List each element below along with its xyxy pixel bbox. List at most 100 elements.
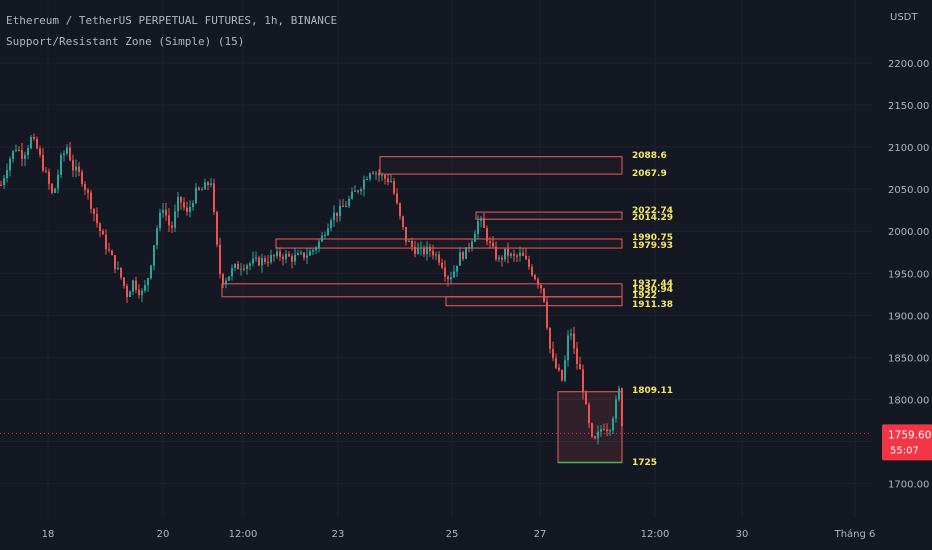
candles — [0, 133, 623, 445]
candle-body — [327, 228, 329, 236]
candle-body — [381, 175, 383, 177]
candle-body — [6, 170, 8, 179]
candle-body — [60, 155, 62, 175]
candle-body — [333, 212, 335, 221]
candle-body — [81, 171, 83, 184]
candle-body — [36, 138, 38, 149]
candle-body — [525, 255, 527, 260]
candle-body — [318, 241, 320, 248]
candle-body — [249, 263, 251, 266]
candle-body — [579, 364, 581, 370]
candle-body — [195, 187, 197, 204]
candle-body — [171, 225, 173, 228]
candle-body — [213, 183, 215, 212]
candle-body — [258, 257, 260, 266]
candle-body — [27, 148, 29, 156]
candle-body — [117, 267, 119, 270]
price-tick-label: 2200.00 — [888, 59, 929, 70]
candle-body — [219, 244, 221, 275]
candle-body — [210, 183, 212, 186]
candle-body — [261, 258, 263, 266]
currency-label[interactable]: USDT — [890, 12, 918, 23]
time-tick-label: 12:00 — [641, 529, 670, 540]
candle-body — [252, 258, 254, 264]
candle-body — [51, 183, 53, 193]
zone-price-label: 1725 — [632, 458, 657, 468]
candle-body — [240, 268, 242, 270]
time-tick-label: 27 — [534, 529, 547, 540]
candle-body — [546, 301, 548, 328]
candle-body — [15, 149, 17, 151]
sr-zone-box — [275, 238, 623, 249]
candle-body — [246, 265, 248, 270]
candle-body — [471, 241, 473, 248]
candle-body — [513, 253, 515, 256]
candle-body — [498, 257, 500, 260]
candle-body — [309, 251, 311, 256]
candle-body — [24, 155, 26, 159]
candle-body — [474, 233, 476, 242]
price-tick-label: 1900.00 — [888, 311, 929, 322]
candle-body — [408, 240, 410, 242]
candle-body — [330, 220, 332, 229]
candle-body — [594, 436, 596, 439]
candle-body — [48, 171, 50, 184]
grid — [0, 0, 872, 518]
candle-body — [294, 254, 296, 262]
candle-body — [186, 207, 188, 212]
price-tick-label: 1800.00 — [888, 395, 929, 406]
candle-body — [423, 247, 425, 255]
candle-body — [63, 153, 65, 156]
candle-body — [543, 288, 545, 302]
candle-body — [504, 248, 506, 260]
candle-body — [183, 202, 185, 208]
candle-body — [348, 198, 350, 206]
candle-body — [282, 256, 284, 260]
candle-body — [369, 173, 371, 179]
candle-body — [426, 246, 428, 255]
candle-body — [285, 253, 287, 260]
candle-body — [456, 265, 458, 272]
candle-body — [438, 254, 440, 263]
candle-body — [147, 278, 149, 286]
indicator-title[interactable]: Support/Resistant Zone (Simple) (15) — [6, 35, 245, 48]
candle-body — [321, 235, 323, 242]
candle-body — [42, 154, 44, 171]
candle-body — [558, 367, 560, 371]
candle-body — [495, 246, 497, 260]
candle-body — [612, 418, 614, 431]
candle-body — [561, 370, 563, 381]
symbol-title[interactable]: Ethereum / TetherUS PERPETUAL FUTURES, 1… — [6, 14, 338, 27]
candle-body — [366, 178, 368, 180]
candle-body — [336, 212, 338, 216]
candle-body — [324, 235, 326, 237]
candle-body — [123, 277, 125, 286]
candle-body — [255, 257, 257, 259]
candle-body — [393, 181, 395, 194]
candle-body — [378, 173, 380, 176]
candle-body — [231, 268, 233, 277]
candle-body — [414, 246, 416, 254]
candle-body — [537, 279, 539, 286]
price-tick-label: 1950.00 — [888, 269, 929, 280]
sr-zone-box — [221, 283, 623, 298]
candle-body — [54, 188, 56, 193]
candle-body — [384, 175, 386, 179]
candle-body — [516, 255, 518, 257]
candle-body — [120, 267, 122, 278]
candle-body — [597, 431, 599, 439]
candle-body — [168, 215, 170, 226]
candle-body — [99, 223, 101, 231]
candle-body — [180, 196, 182, 203]
candle-body — [45, 170, 47, 172]
candle-body — [132, 280, 134, 292]
candle-body — [345, 205, 347, 207]
candle-body — [501, 257, 503, 260]
candle-body — [441, 262, 443, 268]
candle-body — [264, 258, 266, 262]
candle-body — [459, 252, 461, 266]
candle-body — [222, 274, 224, 285]
candle-body — [21, 150, 23, 159]
